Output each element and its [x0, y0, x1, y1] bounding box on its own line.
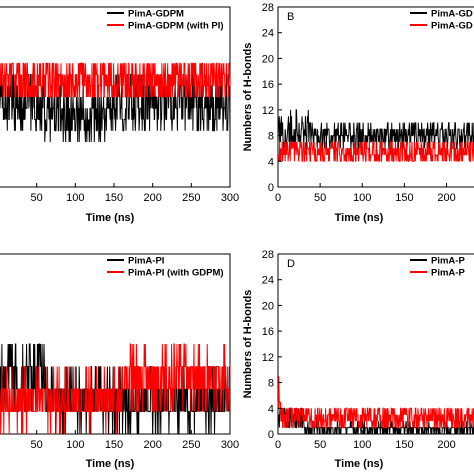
panel-b-series [277, 109, 474, 162]
y-tick-label: 0 [268, 429, 274, 441]
panel-d-y-ticks: 0 4 8 12 16 20 24 28 [262, 249, 282, 441]
series-trace-2 [277, 141, 474, 162]
x-tick-label: 100 [66, 192, 84, 204]
x-tick-label: 0 [275, 192, 281, 204]
y-tick-label: 28 [262, 2, 274, 14]
panel-c-x-axis-label: Time (ns) [86, 458, 135, 470]
legend-label-pima-gdpm: PimA-GDPM [128, 9, 184, 20]
x-tick-label: 150 [105, 192, 123, 204]
panel-b-frame [277, 6, 474, 188]
panel-d-legend: PimA-P PimA-P [410, 256, 465, 279]
x-tick-label: 150 [395, 192, 413, 204]
panel-b-y-axis-label: Numbers of H-bonds [242, 43, 254, 152]
panel-b-legend: PimA-GD PimA-GD [410, 9, 473, 32]
panel-b-x-ticks: 0 50 100 150 200 [275, 183, 456, 204]
panel-b: 0 50 100 150 200 0 4 8 12 16 20 24 28 B Time (ns) N… [242, 2, 474, 224]
panel-d-x-ticks: 0 50 100 150 200 [275, 430, 456, 451]
panel-b-y-ticks: 0 4 8 12 16 20 24 28 [262, 2, 282, 194]
panel-c-series [0, 343, 231, 435]
x-tick-label: 50 [314, 192, 326, 204]
x-tick-label: 50 [31, 192, 43, 204]
y-tick-label: 4 [268, 403, 274, 415]
panel-c-x-ticks: 50 100 150 200 250 300 [31, 430, 239, 451]
panel-a-x-ticks: 50 100 150 200 250 300 [31, 183, 239, 204]
panel-c-legend: PimA-PI PimA-PI (with GDPM) [107, 256, 224, 279]
y-tick-label: 24 [262, 28, 274, 40]
x-tick-label: 50 [314, 439, 326, 451]
panel-a-x-axis-label: Time (ns) [86, 212, 135, 224]
panel-a: 50 100 150 200 250 300 Time (ns) PimA-GDPM Pi… [0, 6, 239, 224]
x-tick-label: 50 [31, 439, 43, 451]
x-tick-label: 250 [182, 192, 200, 204]
y-tick-label: 4 [268, 156, 274, 168]
y-tick-label: 24 [262, 275, 274, 287]
y-tick-label: 16 [262, 79, 274, 91]
x-tick-label: 100 [353, 192, 371, 204]
panel-b-label: B [287, 11, 294, 23]
x-tick-label: 200 [143, 192, 161, 204]
x-tick-label: 200 [437, 439, 455, 451]
panel-d-series [277, 376, 474, 435]
x-tick-label: 250 [182, 439, 200, 451]
y-tick-label: 20 [262, 53, 274, 65]
panel-d-y-axis-label: Numbers of H-bonds [242, 290, 254, 399]
x-tick-label: 150 [395, 439, 413, 451]
x-tick-label: 150 [105, 439, 123, 451]
legend-label-pima-gdpm-with-pi: PimA-GDPM (with PI) [128, 21, 224, 32]
y-tick-label: 20 [262, 300, 274, 312]
legend-label-pima-pi-with-gdpm: PimA-PI (with GDPM) [128, 268, 224, 279]
x-tick-label: 100 [66, 439, 84, 451]
panel-d-label: D [287, 258, 295, 270]
y-tick-label: 12 [262, 105, 274, 117]
series-trace-1 [277, 407, 474, 435]
panel-a-legend: PimA-GDPM PimA-GDPM (with PI) [107, 9, 224, 32]
y-tick-label: 8 [268, 378, 274, 390]
series-trace-2 [0, 343, 231, 435]
panel-c: 50 100 150 200 250 300 Time (ns) PimA-PI PimA… [0, 253, 239, 470]
panel-b-x-axis-label: Time (ns) [335, 212, 384, 224]
legend-label-pima-p-1: PimA-P [431, 256, 465, 267]
panel-d-x-axis-label: Time (ns) [335, 458, 384, 470]
legend-label-pima-gd-2: PimA-GD [431, 21, 473, 32]
x-tick-label: 300 [221, 192, 239, 204]
y-tick-label: 12 [262, 352, 274, 364]
x-tick-label: 300 [221, 439, 239, 451]
y-tick-label: 28 [262, 249, 274, 261]
legend-label-pima-pi: PimA-PI [128, 256, 164, 267]
y-tick-label: 16 [262, 326, 274, 338]
series-trace-2 [277, 376, 474, 429]
legend-label-pima-p-2: PimA-P [431, 268, 465, 279]
legend-label-pima-gd-1: PimA-GD [431, 9, 473, 20]
x-tick-label: 100 [353, 439, 371, 451]
panel-d: 0 50 100 150 200 0 4 8 12 16 20 24 28 D Time (ns) N… [242, 249, 474, 470]
panel-a-series [0, 62, 231, 143]
panel-d-frame [277, 253, 474, 435]
series-trace-2 [0, 62, 231, 98]
x-tick-label: 200 [143, 439, 161, 451]
x-tick-label: 200 [437, 192, 455, 204]
y-tick-label: 0 [268, 182, 274, 194]
x-tick-label: 0 [275, 439, 281, 451]
y-tick-label: 8 [268, 131, 274, 143]
